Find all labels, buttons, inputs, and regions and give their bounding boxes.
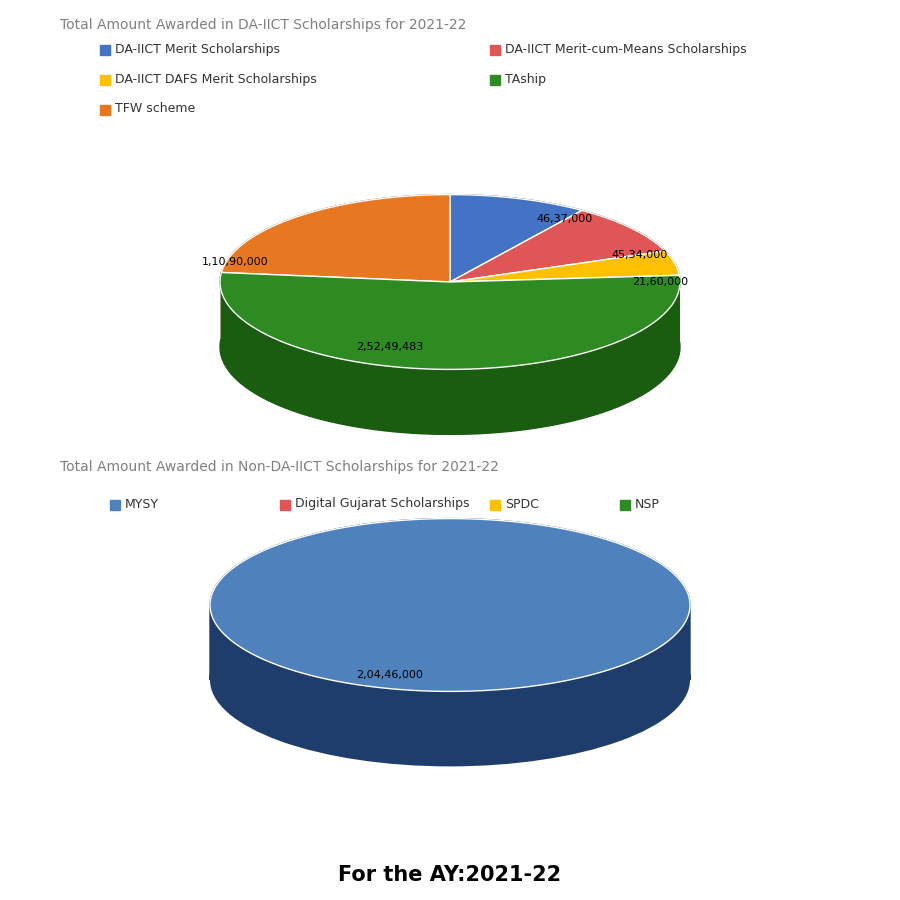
- Ellipse shape: [210, 594, 690, 767]
- Bar: [100, 105, 110, 115]
- Text: 1,10,90,000: 1,10,90,000: [202, 257, 268, 267]
- Text: Digital Gujarat Scholarships: Digital Gujarat Scholarships: [295, 498, 470, 510]
- Polygon shape: [450, 211, 665, 282]
- Polygon shape: [221, 194, 450, 282]
- Bar: [490, 75, 500, 85]
- Bar: [280, 500, 290, 510]
- Polygon shape: [220, 273, 680, 435]
- Text: DA-IICT Merit-cum-Means Scholarships: DA-IICT Merit-cum-Means Scholarships: [505, 42, 747, 56]
- Text: TFW scheme: TFW scheme: [115, 103, 195, 115]
- Polygon shape: [450, 194, 582, 282]
- Text: SPDC: SPDC: [505, 498, 539, 510]
- Bar: [100, 45, 110, 55]
- Polygon shape: [450, 251, 680, 282]
- Bar: [490, 500, 500, 510]
- Polygon shape: [220, 273, 680, 369]
- Bar: [110, 500, 120, 510]
- Text: 46,37,000: 46,37,000: [537, 214, 593, 224]
- Text: For the AY:2021-22: For the AY:2021-22: [338, 865, 562, 885]
- Polygon shape: [221, 194, 450, 338]
- Polygon shape: [450, 194, 582, 275]
- Text: 45,34,000: 45,34,000: [612, 250, 668, 260]
- Text: TAship: TAship: [505, 73, 546, 86]
- Text: Total Amount Awarded in DA-IICT Scholarships for 2021-22: Total Amount Awarded in DA-IICT Scholars…: [60, 18, 466, 32]
- Text: 21,60,000: 21,60,000: [632, 277, 688, 287]
- Ellipse shape: [220, 259, 680, 435]
- Text: NSP: NSP: [635, 498, 660, 510]
- Bar: [620, 500, 630, 510]
- Bar: [100, 75, 110, 85]
- Polygon shape: [582, 211, 665, 316]
- Polygon shape: [210, 518, 690, 691]
- Polygon shape: [210, 518, 690, 680]
- Text: Total Amount Awarded in Non-DA-IICT Scholarships for 2021-22: Total Amount Awarded in Non-DA-IICT Scho…: [60, 460, 499, 474]
- Text: 2,52,49,483: 2,52,49,483: [356, 342, 424, 352]
- Text: DA-IICT DAFS Merit Scholarships: DA-IICT DAFS Merit Scholarships: [115, 73, 317, 86]
- Bar: [490, 45, 500, 55]
- Polygon shape: [665, 251, 680, 340]
- Text: MYSY: MYSY: [125, 498, 159, 510]
- Text: 2,04,46,000: 2,04,46,000: [356, 670, 423, 680]
- Text: DA-IICT Merit Scholarships: DA-IICT Merit Scholarships: [115, 42, 280, 56]
